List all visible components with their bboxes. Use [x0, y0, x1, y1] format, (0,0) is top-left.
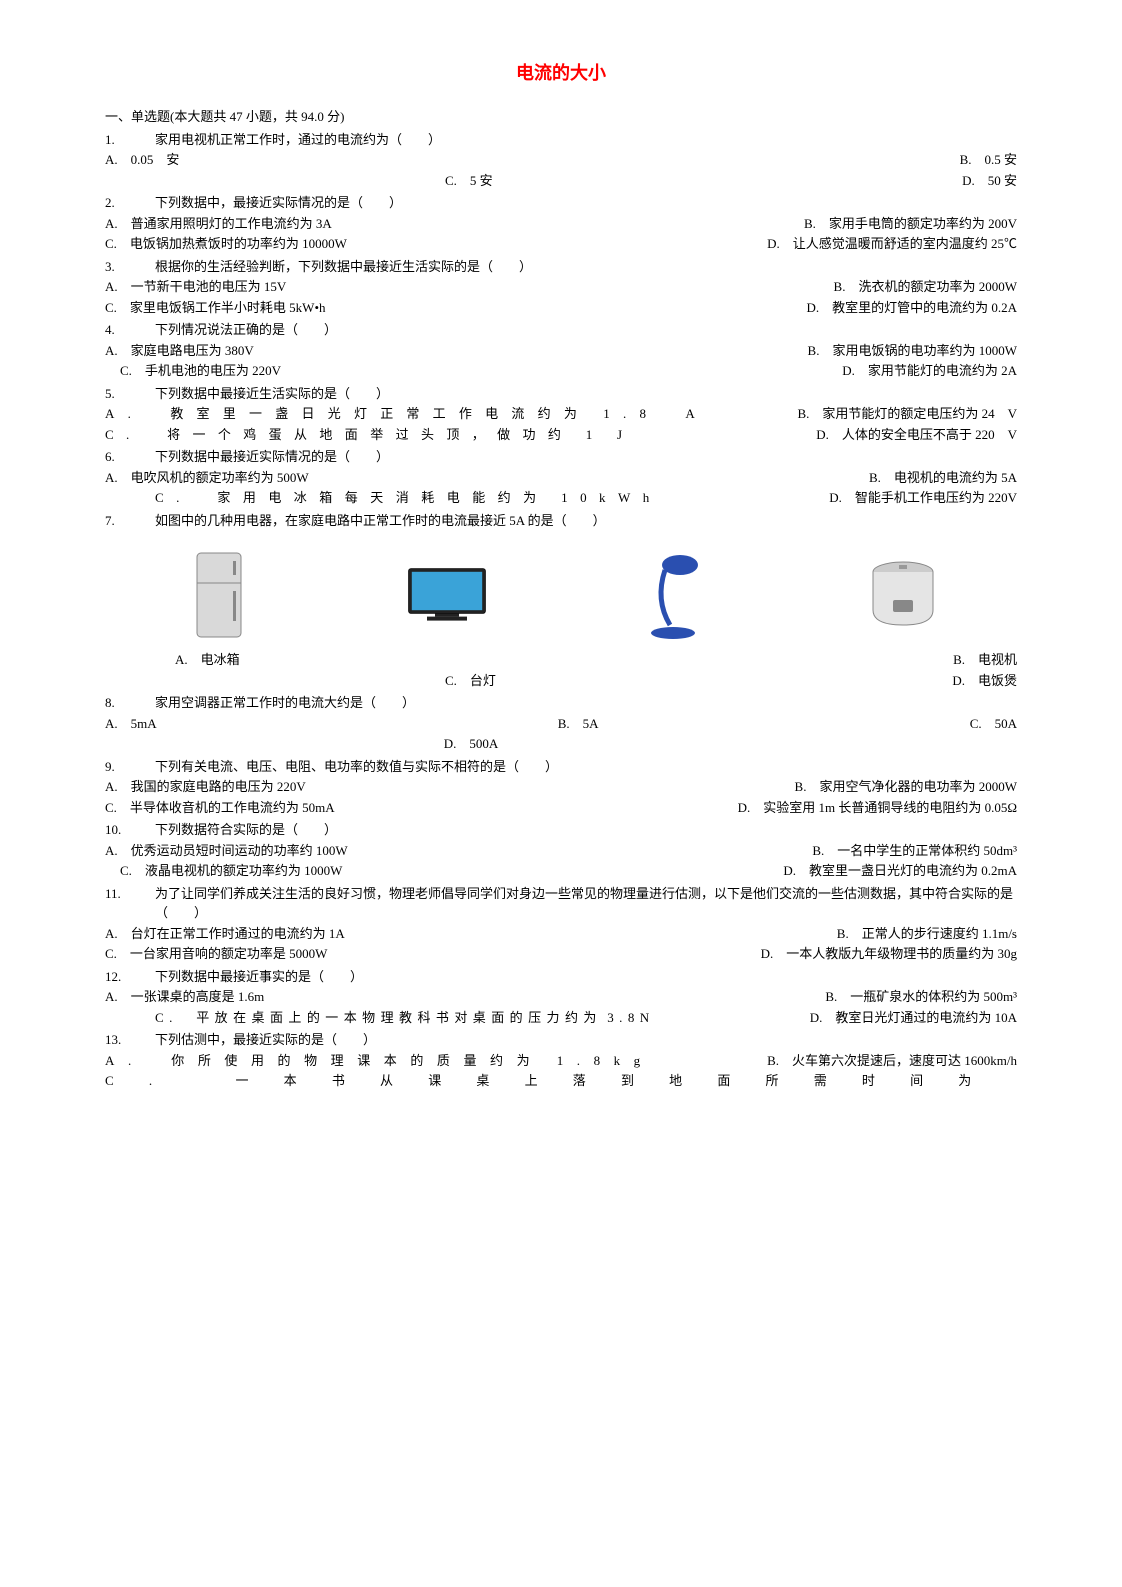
q8-opt-c: C. 50A	[970, 714, 1017, 734]
q2-stem: 下列数据中，最接近实际情况的是（ ）	[155, 193, 1017, 213]
q6-opt-b: B. 电视机的电流约为 5A	[869, 468, 1017, 488]
q8-stem: 家用空调器正常工作时的电流大约是（ ）	[155, 693, 1017, 713]
q8-opt-b: B. 5A	[187, 714, 970, 734]
q10-opt-c: C. 液晶电视机的额定功率约为 1000W	[105, 861, 372, 881]
q6-opt-c: C. 家用电冰箱每天消耗电能约为 10kWh	[105, 488, 680, 508]
q2-opt-a: A. 普通家用照明灯的工作电流约为 3A	[105, 214, 362, 234]
q9-opt-a: A. 我国的家庭电路的电压为 220V	[105, 777, 336, 797]
question-9: 9. 下列有关电流、电压、电阻、电功率的数值与实际不相符的是（ ） A. 我国的…	[105, 757, 1017, 818]
q13-stem: 下列估测中，最接近实际的是（ ）	[155, 1030, 1017, 1050]
q4-stem: 下列情况说法正确的是（ ）	[155, 320, 1017, 340]
q12-opt-d: D. 教室日光灯通过的电流约为 10A	[810, 1008, 1017, 1028]
q6-opt-a: A. 电吹风机的额定功率约为 500W	[105, 468, 339, 488]
q3-opt-a: A. 一节新干电池的电压为 15V	[105, 277, 316, 297]
q10-opt-d: D. 教室里一盏日光灯的电流约为 0.2mA	[783, 861, 1017, 881]
q1-opt-b: B. 0.5 安	[960, 150, 1017, 170]
question-2: 2. 下列数据中，最接近实际情况的是（ ） A. 普通家用照明灯的工作电流约为 …	[105, 193, 1017, 254]
q5-opt-d: D. 人体的安全电压不高于 220 V	[816, 425, 1017, 445]
q3-opt-b: B. 洗衣机的额定功率为 2000W	[834, 277, 1017, 297]
q1-num: 1.	[105, 130, 155, 150]
q3-stem: 根据你的生活经验判断，下列数据中最接近生活实际的是（ ）	[155, 257, 1017, 277]
q1-opt-a: A. 0.05 安	[105, 150, 209, 170]
q13-num: 13.	[105, 1030, 155, 1050]
q4-opt-a: A. 家庭电路电压为 380V	[105, 341, 284, 361]
q2-opt-c: C. 电饭锅加热煮饭时的功率约为 10000W	[105, 234, 377, 254]
q10-opt-a: A. 优秀运动员短时间运动的功率约 100W	[105, 841, 378, 861]
q7-opt-d: D. 电饭煲	[952, 671, 1017, 691]
q8-num: 8.	[105, 693, 155, 713]
question-10: 10. 下列数据符合实际的是（ ） A. 优秀运动员短时间运动的功率约 100W…	[105, 820, 1017, 881]
q10-num: 10.	[105, 820, 155, 840]
q4-num: 4.	[105, 320, 155, 340]
q7-opt-b: B. 电视机	[953, 650, 1017, 670]
q7-images	[105, 555, 1017, 635]
tv-icon	[407, 555, 487, 635]
q12-stem: 下列数据中最接近事实的是（ ）	[155, 967, 1017, 987]
q11-opt-d: D. 一本人教版九年级物理书的质量约为 30g	[761, 944, 1017, 964]
q11-stem: 为了让同学们养成关注生活的良好习惯，物理老师倡导同学们对身边一些常见的物理量进行…	[155, 884, 1017, 923]
fridge-icon	[179, 555, 259, 635]
q8-opt-d: D. 500A	[105, 734, 1017, 754]
q11-num: 11.	[105, 884, 155, 904]
q11-opt-a: A. 台灯在正常工作时通过的电流约为 1A	[105, 924, 375, 944]
q6-opt-d: D. 智能手机工作电压约为 220V	[829, 488, 1017, 508]
q7-opt-c: C. 台灯	[105, 671, 526, 691]
q13-opt-b: B. 火车第六次提速后，速度可达 1600km/h	[767, 1051, 1017, 1071]
question-7: 7. 如图中的几种用电器，在家庭电路中正常工作时的电流最接近 5A 的是（ ） …	[105, 511, 1017, 691]
question-4: 4. 下列情况说法正确的是（ ） A. 家庭电路电压为 380V B. 家用电饭…	[105, 320, 1017, 381]
q9-stem: 下列有关电流、电压、电阻、电功率的数值与实际不相符的是（ ）	[155, 757, 1017, 777]
q3-opt-c: C. 家里电饭锅工作半小时耗电 5kW•h	[105, 298, 356, 318]
question-1: 1. 家用电视机正常工作时，通过的电流约为（ ） A. 0.05 安 B. 0.…	[105, 130, 1017, 191]
q13-opt-a: A. 你所使用的物理课本的质量约为 1.8kg	[105, 1051, 670, 1071]
q1-stem: 家用电视机正常工作时，通过的电流约为（ ）	[155, 130, 1017, 150]
q11-opt-c: C. 一台家用音响的额定功率是 5000W	[105, 944, 357, 964]
q9-opt-c: C. 半导体收音机的工作电流约为 50mA	[105, 798, 365, 818]
q2-opt-b: B. 家用手电筒的额定功率约为 200V	[804, 214, 1017, 234]
q12-opt-b: B. 一瓶矿泉水的体积约为 500m³	[825, 987, 1017, 1007]
question-5: 5. 下列数据中最接近生活实际的是（ ） A. 教室里一盏日光灯正常工作电流约为…	[105, 384, 1017, 445]
question-11: 11. 为了让同学们养成关注生活的良好习惯，物理老师倡导同学们对身边一些常见的物…	[105, 884, 1017, 964]
ricecooker-icon	[863, 555, 943, 635]
q3-opt-d: D. 教室里的灯管中的电流约为 0.2A	[806, 298, 1017, 318]
q2-num: 2.	[105, 193, 155, 213]
q10-opt-b: B. 一名中学生的正常体积约 50dm³	[812, 841, 1017, 861]
q13-opt-c: C. 一本书从课桌上落到地面所需时间为	[105, 1071, 971, 1091]
q1-opt-c: C. 5 安	[105, 171, 523, 191]
q5-opt-a: A. 教室里一盏日光灯正常工作电流约为 1.8 A	[105, 404, 725, 424]
q9-opt-d: D. 实验室用 1m 长普通铜导线的电阻约为 0.05Ω	[738, 798, 1017, 818]
lamp-icon	[635, 555, 715, 635]
question-8: 8. 家用空调器正常工作时的电流大约是（ ） A. 5mA B. 5A C. 5…	[105, 693, 1017, 754]
q10-stem: 下列数据符合实际的是（ ）	[155, 820, 1017, 840]
q5-opt-b: B. 家用节能灯的额定电压约为 24 V	[797, 404, 1017, 424]
q9-opt-b: B. 家用空气净化器的电功率为 2000W	[795, 777, 1017, 797]
section-header: 一、单选题(本大题共 47 小题，共 94.0 分)	[105, 107, 1017, 127]
question-12: 12. 下列数据中最接近事实的是（ ） A. 一张课桌的高度是 1.6m B. …	[105, 967, 1017, 1028]
question-6: 6. 下列数据中最接近实际情况的是（ ） A. 电吹风机的额定功率约为 500W…	[105, 447, 1017, 508]
q6-stem: 下列数据中最接近实际情况的是（ ）	[155, 447, 1017, 467]
q3-num: 3.	[105, 257, 155, 277]
q8-opt-a: A. 5mA	[105, 714, 187, 734]
q6-num: 6.	[105, 447, 155, 467]
question-13: 13. 下列估测中，最接近实际的是（ ） A. 你所使用的物理课本的质量约为 1…	[105, 1030, 1017, 1091]
page-title: 电流的大小	[105, 60, 1017, 87]
q9-num: 9.	[105, 757, 155, 777]
q1-opt-d: D. 50 安	[962, 171, 1017, 191]
q4-opt-b: B. 家用电饭锅的电功率约为 1000W	[808, 341, 1017, 361]
q5-stem: 下列数据中最接近生活实际的是（ ）	[155, 384, 1017, 404]
q7-num: 7.	[105, 511, 155, 531]
q5-opt-c: C. 将一个鸡蛋从地面举过头顶，做功约 1 J	[105, 425, 652, 445]
question-3: 3. 根据你的生活经验判断，下列数据中最接近生活实际的是（ ） A. 一节新干电…	[105, 257, 1017, 318]
q12-num: 12.	[105, 967, 155, 987]
q2-opt-d: D. 让人感觉温暖而舒适的室内温度约 25℃	[767, 234, 1017, 254]
q7-stem: 如图中的几种用电器，在家庭电路中正常工作时的电流最接近 5A 的是（ ）	[155, 511, 1017, 531]
q12-opt-a: A. 一张课桌的高度是 1.6m	[105, 987, 294, 1007]
q4-opt-c: C. 手机电池的电压为 220V	[105, 361, 311, 381]
q12-opt-c: C. 平放在桌面上的一本物理教科书对桌面的压力约为 3.8N	[105, 1008, 680, 1028]
q5-num: 5.	[105, 384, 155, 404]
q11-opt-b: B. 正常人的步行速度约 1.1m/s	[837, 924, 1017, 944]
q4-opt-d: D. 家用节能灯的电流约为 2A	[842, 361, 1017, 381]
q7-opt-a: A. 电冰箱	[105, 650, 270, 670]
